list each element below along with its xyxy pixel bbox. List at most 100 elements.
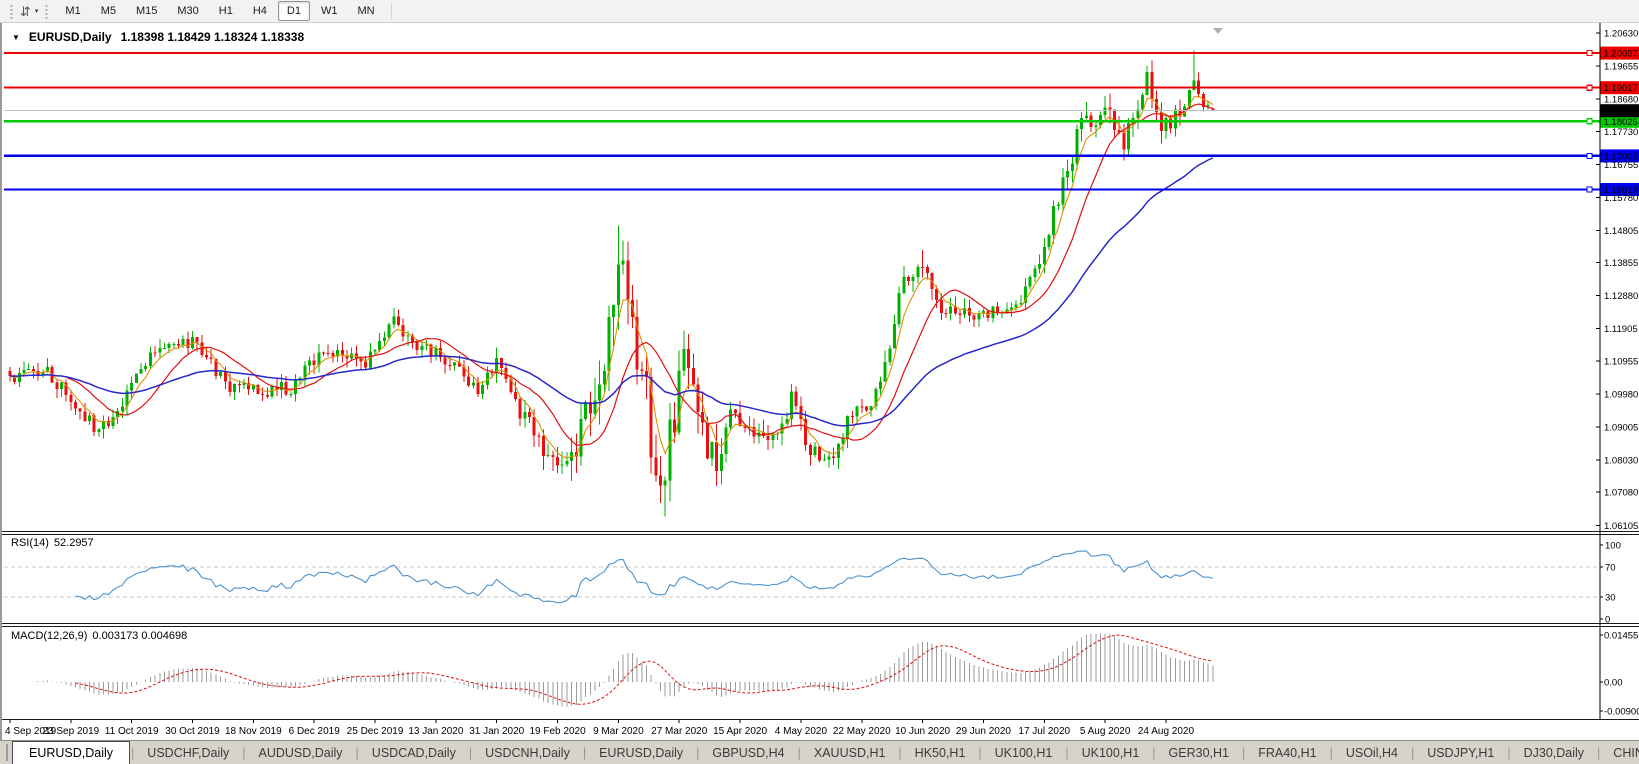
timeframe-button-d1[interactable]: D1: [277, 1, 310, 21]
chart-tabs: EURUSD,Daily | USDCHF,Daily | AUDUSD,Daily | U…: [12, 741, 1639, 764]
tab-separator: |: [1507, 745, 1511, 760]
chart-tab-10-uk100-h1[interactable]: UK100,H1: [1081, 745, 1140, 760]
tick-arrows-icon[interactable]: ⇵ ▾: [20, 5, 38, 18]
svg-text:27 Mar 2020: 27 Mar 2020: [651, 726, 708, 737]
tab-separator: |: [468, 745, 473, 760]
svg-text:1.16755: 1.16755: [1604, 160, 1638, 171]
svg-text:1.13855: 1.13855: [1604, 258, 1638, 269]
chart-tab-16-china300-h1[interactable]: CHINA300,H1: [1613, 745, 1639, 760]
chart-tab-5-eurusd-daily[interactable]: EURUSD,Daily: [599, 745, 684, 760]
svg-text:4 Sep 2019: 4 Sep 2019: [5, 726, 57, 737]
timeframe-button-h4[interactable]: H4: [252, 5, 267, 17]
svg-text:0: 0: [1605, 615, 1610, 626]
timeframes-group-grip[interactable]: [44, 3, 50, 19]
svg-text:-0.00900: -0.00900: [1604, 707, 1639, 718]
chart-tabs-bar: EURUSD,Daily | USDCHF,Daily | AUDUSD,Daily | U…: [0, 740, 1639, 764]
tab-separator: |: [696, 745, 700, 760]
timeframe-buttons-group: M1 M5 M15 M30 H1 H4 D1 W1 MN: [55, 1, 384, 21]
toolbar-grip[interactable]: [9, 3, 14, 19]
chart-tab-3-usdcad-daily[interactable]: USDCAD,Daily: [371, 745, 456, 760]
timeframe-button-w1[interactable]: W1: [320, 5, 338, 17]
chart-tab-0-eurusd-daily[interactable]: EURUSD,Daily: [12, 741, 131, 764]
tab-separator: |: [1410, 745, 1415, 760]
timeframe-button-m15[interactable]: M15: [135, 5, 158, 17]
tick-arrows-glyph: ⇵: [20, 3, 31, 19]
tab-separator: |: [1065, 745, 1069, 760]
svg-text:1.18680: 1.18680: [1604, 95, 1638, 106]
svg-text:31 Jan 2020: 31 Jan 2020: [469, 726, 524, 737]
chart-tab-7-xauusd-h1[interactable]: XAUUSD,H1: [813, 745, 886, 760]
tab-separator: |: [582, 745, 587, 760]
svg-text:13 Jan 2020: 13 Jan 2020: [408, 726, 463, 737]
tab-separator: |: [131, 745, 135, 760]
svg-text:1.11905: 1.11905: [1604, 324, 1638, 335]
svg-text:1.16013: 1.16013: [1604, 185, 1638, 196]
tab-separator: |: [1152, 745, 1156, 760]
svg-text:17 Jul 2020: 17 Jul 2020: [1018, 726, 1070, 737]
svg-text:1.19655: 1.19655: [1604, 62, 1638, 73]
tabbar-grip: [6, 744, 8, 761]
svg-text:1.08030: 1.08030: [1604, 456, 1638, 467]
chart-tab-11-ger30-h1[interactable]: GER30,H1: [1168, 745, 1229, 760]
chart-tab-2-audusd-daily[interactable]: AUDUSD,Daily: [258, 745, 343, 760]
svg-text:30: 30: [1605, 592, 1616, 603]
timeframe-button-m1[interactable]: M1: [65, 5, 81, 17]
svg-text:1.15780: 1.15780: [1604, 193, 1638, 204]
svg-text:0.014556: 0.014556: [1604, 631, 1639, 642]
dropdown-caret-icon: ▾: [34, 7, 39, 15]
svg-text:10 Jun 2020: 10 Jun 2020: [895, 726, 950, 737]
timeframe-button-m30[interactable]: M30: [177, 5, 199, 17]
tab-separator: |: [355, 745, 359, 760]
svg-text:22 May 2020: 22 May 2020: [833, 726, 891, 737]
timeframe-button-h1[interactable]: H1: [218, 5, 233, 17]
timeframe-button-m5[interactable]: M5: [100, 5, 116, 17]
svg-text:4 May 2020: 4 May 2020: [775, 726, 828, 737]
toolbar-separator: [390, 3, 392, 19]
chart-canvas[interactable]: 1.20037 1.19017 1.18025 1.17005 1.16013 1.206…: [2, 23, 1639, 740]
timeframe-toolbar: ⇵ ▾ M1 M5 M15 M30 H1 H4 D1 W1 MN: [0, 0, 1639, 23]
chart-tab-15-dj30-daily[interactable]: DJ30,Daily: [1523, 745, 1585, 760]
svg-text:1.17005: 1.17005: [1604, 151, 1638, 162]
svg-text:1.20630: 1.20630: [1604, 29, 1638, 40]
tab-separator: |: [1241, 745, 1246, 760]
timeframe-button-mn[interactable]: MN: [357, 5, 375, 17]
svg-text:11 Oct 2019: 11 Oct 2019: [105, 726, 159, 737]
svg-text:0.00: 0.00: [1604, 677, 1623, 688]
svg-text:29 Jun 2020: 29 Jun 2020: [956, 726, 1011, 737]
svg-text:24 Aug 2020: 24 Aug 2020: [1138, 726, 1195, 737]
chart-tab-6-gbpusd-h4[interactable]: GBPUSD,H4: [712, 745, 785, 760]
svg-text:30 Oct 2019: 30 Oct 2019: [165, 726, 220, 737]
svg-text:6 Dec 2019: 6 Dec 2019: [289, 726, 341, 737]
svg-text:1.20037: 1.20037: [1604, 49, 1638, 60]
svg-text:1.19017: 1.19017: [1604, 83, 1638, 94]
svg-text:1.18338: 1.18338: [1604, 106, 1638, 117]
svg-text:9 Mar 2020: 9 Mar 2020: [593, 726, 644, 737]
svg-text:100: 100: [1605, 541, 1621, 552]
tab-separator: |: [898, 745, 902, 760]
tab-separator: |: [797, 745, 801, 760]
chart-tab-13-usoil-h4[interactable]: USOil,H4: [1345, 745, 1398, 760]
chart-tab-9-uk100-h1[interactable]: UK100,H1: [994, 745, 1053, 760]
chart-tab-1-usdchf-daily[interactable]: USDCHF,Daily: [147, 745, 230, 760]
tab-separator: |: [242, 745, 246, 760]
symbol-dropdown-icon[interactable]: ▼: [12, 32, 20, 42]
svg-text:1.14805: 1.14805: [1604, 226, 1638, 237]
svg-text:1.06105: 1.06105: [1604, 521, 1638, 532]
chart-tab-4-usdcnh-daily[interactable]: USDCNH,Daily: [485, 745, 570, 760]
svg-text:23 Sep 2019: 23 Sep 2019: [42, 726, 99, 737]
svg-text:19 Feb 2020: 19 Feb 2020: [529, 726, 586, 737]
svg-text:1.18025: 1.18025: [1604, 117, 1638, 128]
svg-text:70: 70: [1605, 563, 1616, 574]
svg-text:1.07080: 1.07080: [1604, 488, 1638, 499]
svg-text:5 Aug 2020: 5 Aug 2020: [1080, 726, 1131, 737]
chart-tab-8-hk50-h1[interactable]: HK50,H1: [914, 745, 966, 760]
tab-separator: |: [1329, 745, 1333, 760]
tab-separator: |: [978, 745, 982, 760]
chart-tab-12-fra40-h1[interactable]: FRA40,H1: [1258, 745, 1317, 760]
chart-tab-14-usdjpy-h1[interactable]: USDJPY,H1: [1427, 745, 1495, 760]
svg-text:1.09005: 1.09005: [1604, 423, 1638, 434]
tab-separator: |: [1597, 745, 1601, 760]
svg-text:1.09980: 1.09980: [1604, 389, 1638, 400]
svg-text:18 Nov 2019: 18 Nov 2019: [225, 726, 282, 737]
